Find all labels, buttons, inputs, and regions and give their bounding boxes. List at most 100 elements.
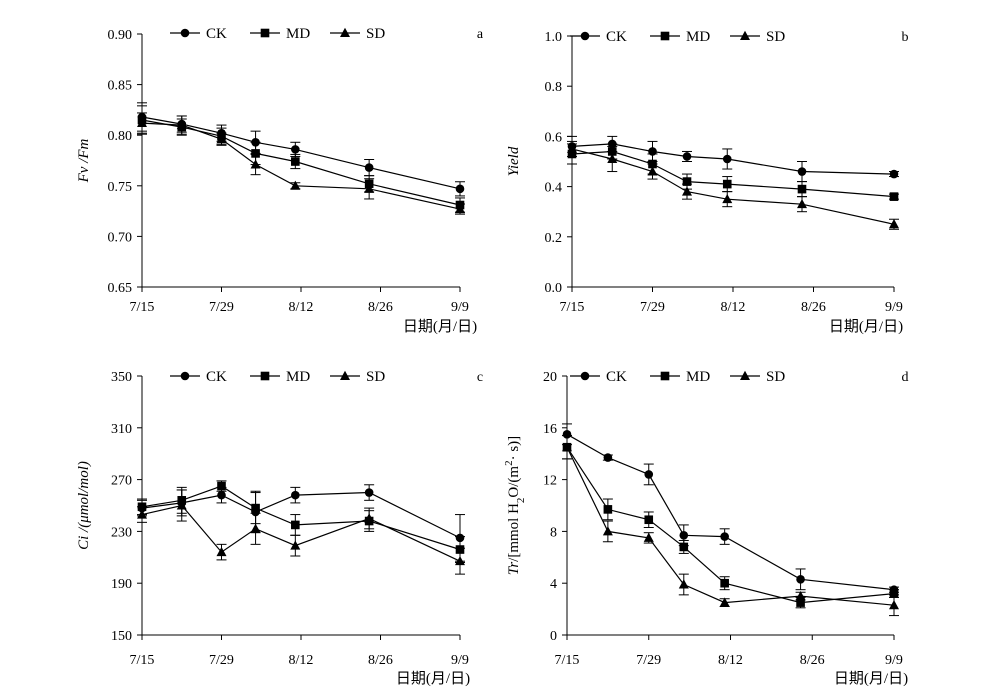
panel-a: 0.65 0.70 0.75 0.80 0.85 0.90 7/15 7/29 8/12 8/26… [76,26,484,335]
y-tick-label: 350 [111,370,132,385]
x-tick-label: 8/26 [368,653,393,668]
data-point [250,523,261,533]
legend-marker [180,371,190,381]
legend-label: CK [606,29,627,45]
y-tick-label: 0.70 [108,230,133,245]
data-point [796,575,805,584]
data-point [797,184,807,194]
series-md [137,480,465,563]
data-point [722,179,732,189]
data-point [644,515,654,525]
data-point [364,488,374,497]
x-tick-label: 9/9 [885,300,903,315]
legend: CK MD SD [170,26,385,42]
data-point [455,184,465,194]
y-tick-label: 310 [111,422,132,437]
panel-d: 0 4 8 12 16 20 7/15 7/29 8/12 8/26 9/9 日期(月/日) Tr/[m… [503,369,909,687]
y-tick-label: 0 [550,629,557,644]
data-point [889,169,899,179]
series-md [562,435,899,609]
y-axis-label: Yield [506,146,522,176]
data-point [643,532,654,542]
data-point [216,546,227,557]
x-tick-label: 7/15 [130,300,155,315]
x-tick-label: 9/9 [451,300,469,315]
legend-marker [260,28,270,38]
data-point [290,180,301,190]
x-tick-label: 9/9 [885,653,903,668]
legend-label: MD [286,26,310,42]
x-tick-label: 7/15 [555,653,580,668]
data-point [176,119,187,130]
legend: CK MD SD [170,369,385,385]
legend-label: CK [606,369,627,385]
legend-label: MD [686,369,710,385]
x-tick-label: 7/29 [209,300,234,315]
series-line [571,143,895,175]
y-tick-label: 0.2 [545,231,563,246]
series-sd [562,435,899,617]
y-tick-label: 0.65 [108,281,133,296]
legend-label: SD [766,369,785,385]
data-point [216,134,227,144]
data-point [603,505,613,514]
data-point [562,442,572,452]
y-tick-label: 8 [550,525,557,540]
data-point [797,167,807,176]
data-point [889,589,899,598]
data-point [889,219,899,229]
legend-marker [740,370,750,380]
x-tick-label: 7/15 [560,300,585,315]
y-tick-label: 1.0 [545,30,563,45]
panel-c: 150 190 230 270 310 350 7/15 7/29 8/12 8/26 9/9 日期(… [76,369,483,687]
x-tick-label: 8/26 [801,300,826,315]
series-line [566,446,895,604]
y-axis-label: Fv /Fm [76,138,92,183]
data-point [720,578,729,588]
panel-b: 0.0 0.2 0.4 0.6 0.8 1.0 7/15 7/29 8/12 8/26 9/9 日期(… [506,29,909,335]
data-point [602,526,613,536]
legend-label: SD [766,29,785,45]
data-point [795,590,806,601]
x-axis-label: 日期(月/日) [396,670,470,687]
legend-marker [340,27,350,37]
y-tick-label: 230 [111,525,132,540]
x-tick-label: 7/15 [130,653,155,668]
data-point [176,500,187,510]
y-tick-label: 150 [111,629,132,644]
y-tick-label: 0.85 [108,79,133,94]
x-axis-label: 日期(月/日) [829,318,903,335]
series-ck [137,102,465,197]
x-tick-label: 7/29 [209,653,234,668]
x-tick-label: 9/9 [451,653,469,668]
data-point [889,600,899,610]
legend-label: MD [686,29,710,45]
x-tick-label: 8/12 [721,300,746,315]
x-tick-label: 7/29 [640,300,665,315]
x-axis-label: 日期(月/日) [403,318,477,335]
legend-marker [660,371,670,381]
y-axis-label: Tr/[mmol H2O/(m2· s)] [503,436,527,575]
data-point [562,429,572,439]
y-tick-label: 0.0 [545,281,563,296]
data-point [291,520,300,530]
y-tick-label: 0.4 [545,181,563,196]
legend: CK MD SD [570,29,785,45]
data-point [679,530,689,540]
data-point [364,183,375,193]
data-point [682,177,692,186]
data-point [679,542,689,552]
y-tick-label: 4 [550,577,557,592]
data-point [217,490,226,500]
legend-label: SD [366,369,385,385]
series-sd [137,489,465,575]
data-point [364,513,375,523]
y-tick-label: 0.80 [108,129,133,144]
legend-label: CK [206,26,227,42]
y-tick-label: 270 [111,474,132,489]
x-tick-label: 8/26 [800,653,825,668]
legend-label: SD [366,26,385,42]
series-line [141,119,461,206]
panel-letter: b [902,30,909,45]
